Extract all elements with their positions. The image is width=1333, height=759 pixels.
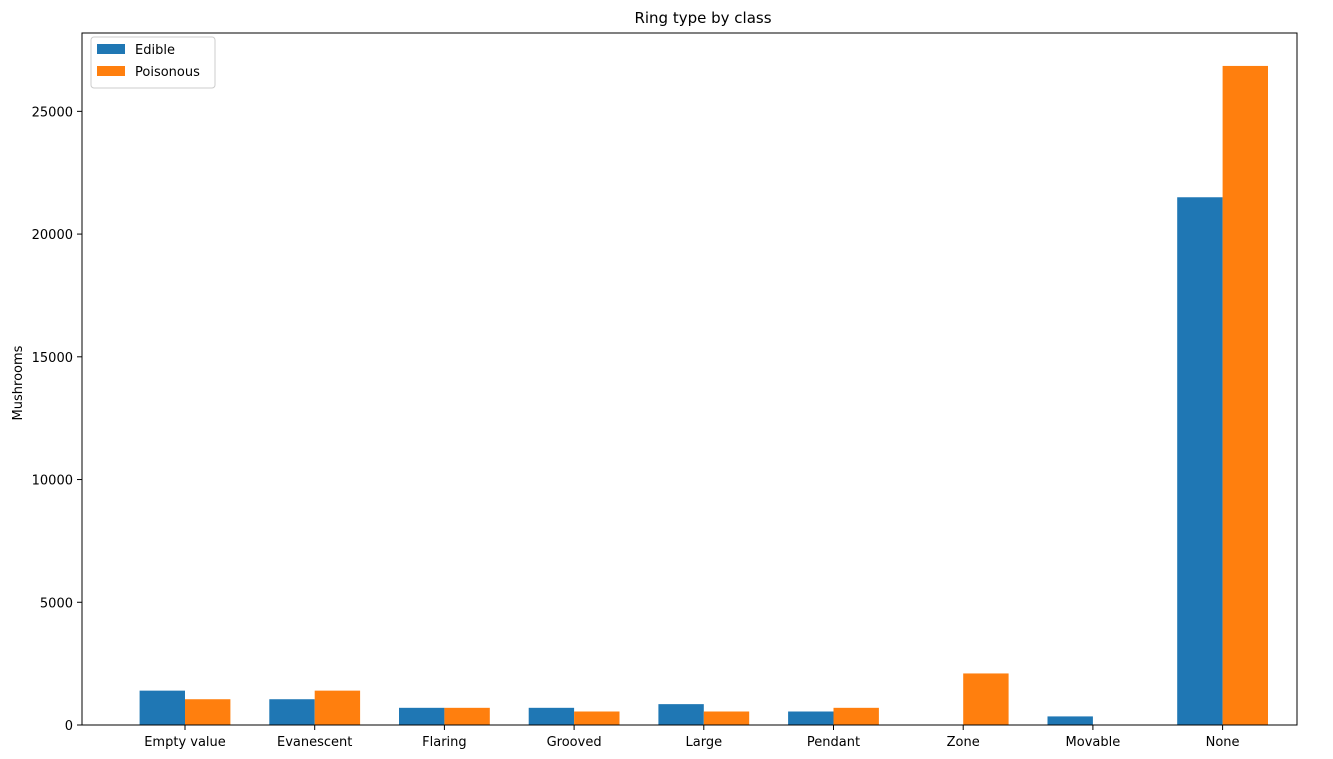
bar-edible-large bbox=[658, 704, 704, 725]
bar-edible-grooved bbox=[528, 707, 575, 725]
x-tick-label-empty-value: Empty value bbox=[144, 735, 226, 750]
legend-swatch-edible bbox=[97, 44, 125, 54]
bar-edible-none bbox=[1177, 197, 1223, 725]
chart-title: Ring type by class bbox=[634, 9, 771, 27]
x-tick-label-flaring: Flaring bbox=[422, 735, 467, 750]
x-tick-label-evanescent: Evanescent bbox=[277, 735, 352, 750]
y-tick-label-0: 0 bbox=[65, 719, 73, 734]
x-tick-label-movable: Movable bbox=[1066, 735, 1121, 750]
legend: Edible Poisonous bbox=[90, 36, 216, 89]
bar-poisonous-zone bbox=[963, 673, 1009, 725]
bar-edible-pendant bbox=[788, 711, 834, 725]
legend-swatch-poisonous bbox=[97, 66, 125, 76]
legend-label-poisonous: Poisonous bbox=[135, 65, 200, 80]
y-tick-label-5000: 5000 bbox=[40, 596, 73, 611]
bar-poisonous-large bbox=[703, 711, 750, 725]
plot-area: Empty value Evanescent Flaring Grooved Large… bbox=[32, 32, 1298, 750]
bar-poisonous-pendant bbox=[833, 707, 879, 725]
y-tick-label-15000: 15000 bbox=[32, 351, 73, 366]
y-axis-label: Mushrooms bbox=[11, 345, 26, 420]
bar-edible-evanescent bbox=[269, 699, 315, 725]
legend-label-edible: Edible bbox=[135, 43, 175, 58]
x-tick-label-large: Large bbox=[686, 735, 723, 750]
bar-poisonous-flaring bbox=[444, 707, 490, 725]
y-tick-label-10000: 10000 bbox=[32, 474, 73, 489]
bar-poisonous-none bbox=[1222, 65, 1268, 725]
y-tick-label-25000: 25000 bbox=[32, 105, 73, 120]
y-tick-label-20000: 20000 bbox=[32, 228, 73, 243]
x-tick-label-pendant: Pendant bbox=[807, 735, 860, 750]
bar-edible-movable bbox=[1047, 716, 1093, 725]
x-tick-label-zone: Zone bbox=[947, 735, 980, 750]
bar-edible-flaring bbox=[399, 707, 445, 725]
axes-frame bbox=[81, 32, 1298, 726]
x-tick-label-none: None bbox=[1206, 735, 1240, 750]
bar-edible-empty-value bbox=[139, 690, 185, 725]
bar-poisonous-grooved bbox=[574, 711, 620, 725]
x-tick-label-grooved: Grooved bbox=[547, 735, 602, 750]
bar-poisonous-empty-value bbox=[185, 699, 231, 725]
bar-poisonous-evanescent bbox=[314, 690, 361, 725]
